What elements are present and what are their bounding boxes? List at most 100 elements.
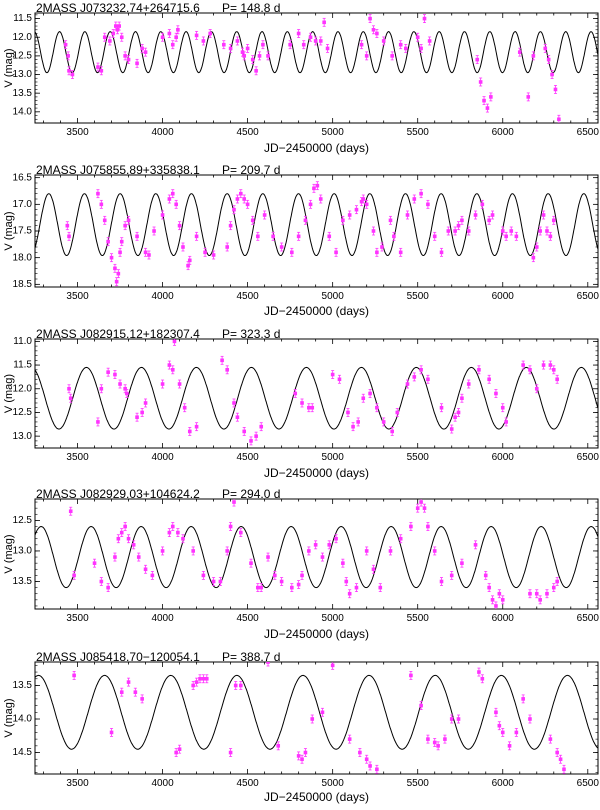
data-point [521,360,525,370]
data-point [308,32,313,42]
y-tick-label: 12.0 [13,32,33,43]
data-point [449,570,454,580]
x-tick-label: 6500 [577,291,600,302]
data-point [96,417,100,427]
data-point [242,194,247,204]
data-point [500,595,505,605]
x-tick-label: 3500 [66,291,89,302]
period-label: P= 209.7 d [222,163,280,177]
data-point [225,546,230,556]
data-point [356,417,360,427]
data-point [67,66,71,76]
data-point [167,528,172,538]
data-point [211,577,216,586]
data-point [330,370,335,379]
model-curve [35,525,598,589]
data-point [453,226,457,236]
data-point [446,226,451,236]
data-point [177,744,182,754]
data-point [303,215,308,225]
data-point [111,29,116,38]
panel-title: 2MASS J085418.70−120054.1 [36,650,200,664]
data-point [160,546,165,556]
data-point [225,365,230,375]
data-point [548,360,553,370]
data-point [415,32,420,42]
y-tick-label: 18.5 [13,279,33,290]
x-tick-label: 6000 [492,778,515,789]
data-point [99,577,104,586]
data-point [232,398,236,408]
model-curve [35,193,598,257]
data-point [415,503,420,513]
x-axis-label: JD−2450000 (days) [264,790,369,804]
data-point [521,694,525,704]
x-tick-label: 3500 [66,127,89,138]
data-point [63,40,68,50]
data-point [147,250,151,260]
data-point [558,754,563,764]
data-point [65,221,70,231]
data-point [68,393,73,403]
data-point [562,764,566,774]
data-point [143,398,148,408]
data-point [538,226,542,236]
data-point [174,748,178,757]
y-tick-label: 13.0 [13,546,33,557]
data-point [167,194,172,204]
data-point [126,215,131,225]
data-point [557,114,561,123]
data-point [256,231,260,241]
data-point [500,728,505,737]
data-point [351,422,355,432]
data-point [419,189,423,199]
x-tick-label: 5500 [407,613,430,624]
data-point [290,247,294,257]
data-point [456,408,461,417]
data-point [364,51,369,61]
data-point [228,522,233,531]
data-point [239,681,243,690]
y-tick-label: 12.0 [13,383,33,394]
data-point [398,247,403,257]
plot-area [35,339,598,446]
data-point [473,540,478,550]
data-point [375,764,379,774]
data-point [388,215,393,225]
data-point [109,728,114,737]
data-point [140,44,144,53]
x-tick-label: 4500 [236,291,259,302]
data-point [480,674,485,684]
data-point [102,32,107,42]
data-point [490,210,495,220]
data-point [388,546,393,556]
data-point [266,662,270,667]
data-point [123,51,127,61]
x-tick-label: 5000 [322,778,345,789]
data-point [113,263,117,273]
data-point [228,221,233,231]
y-tick-label: 17.5 [13,226,33,237]
x-tick-label: 6000 [492,613,515,624]
x-tick-label: 6000 [492,291,515,302]
data-point [181,534,185,544]
data-point [232,205,236,215]
data-point [426,734,430,744]
data-point [191,681,195,690]
y-axis-label: V (mag) [3,374,15,413]
data-point [135,412,139,422]
data-point [177,379,182,389]
data-point [541,360,546,370]
data-point [327,540,332,550]
data-point [392,231,396,241]
data-point [233,681,238,690]
data-point [113,370,117,379]
data-point [313,36,318,46]
data-point [96,62,100,72]
data-point [279,242,284,252]
x-tick-label: 4000 [151,613,174,624]
data-point [191,546,195,556]
data-point [225,242,230,252]
data-point [475,55,480,65]
data-point [176,528,180,538]
